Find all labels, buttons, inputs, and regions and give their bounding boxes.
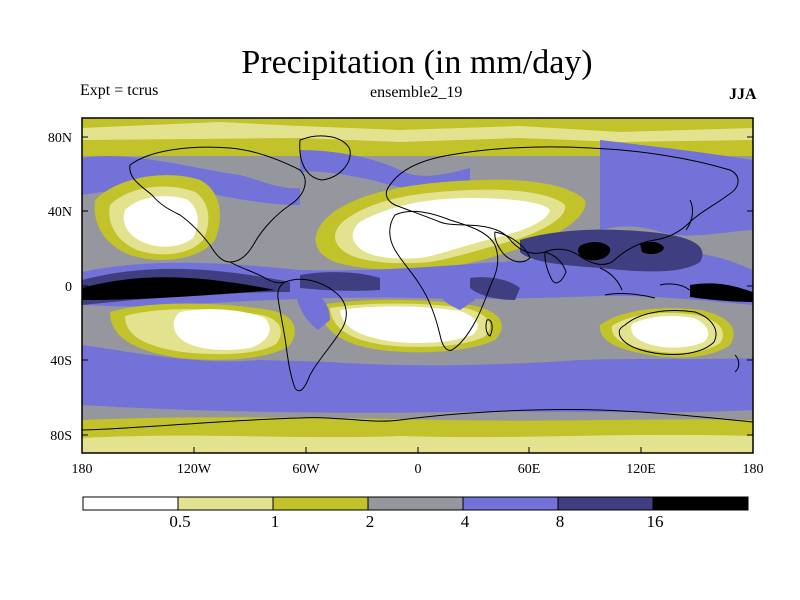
season-label: JJA (729, 86, 757, 103)
colorbar-label-1: 1 (271, 512, 280, 531)
lat-label-0: 0 (65, 280, 72, 295)
colorbar-label-4: 4 (461, 512, 470, 531)
colorbar-swatch-2 (272, 496, 369, 511)
colorbar-label-0p5: 0.5 (169, 512, 190, 531)
lon-label-180e: 180 (743, 462, 764, 477)
lon-label-0: 0 (415, 462, 422, 477)
experiment-label: Expt = tcrus (80, 82, 159, 99)
colorbar-label-16: 16 (647, 512, 664, 531)
lon-label-180w: 180 (72, 462, 93, 477)
lon-label-120e: 120E (626, 462, 656, 477)
colorbar-swatch-1 (177, 496, 274, 511)
colorbar-swatch-4 (462, 496, 559, 511)
colorbar-swatch-0 (82, 496, 179, 511)
colorbar-swatch-6 (652, 496, 749, 511)
lat-label-80n: 80N (48, 131, 72, 146)
precipitation-field (82, 118, 753, 453)
colorbar-swatch-3 (367, 496, 464, 511)
colorbar (82, 496, 749, 511)
coastlines (82, 135, 753, 431)
run-label: ensemble2_19 (370, 84, 463, 101)
colorbar-label-8: 8 (556, 512, 565, 531)
colorbar-swatch-5 (557, 496, 654, 511)
lon-label-60w: 60W (292, 462, 320, 477)
colorbar-label-2: 2 (366, 512, 375, 531)
axis-ticks (82, 136, 753, 453)
lon-label-60e: 60E (518, 462, 541, 477)
map-title: Precipitation (in mm/day) (241, 44, 593, 81)
lon-label-120w: 120W (177, 462, 212, 477)
lat-label-40n: 40N (48, 205, 72, 220)
lat-label-40s: 40S (50, 354, 72, 369)
lat-label-80s: 80S (50, 429, 72, 444)
